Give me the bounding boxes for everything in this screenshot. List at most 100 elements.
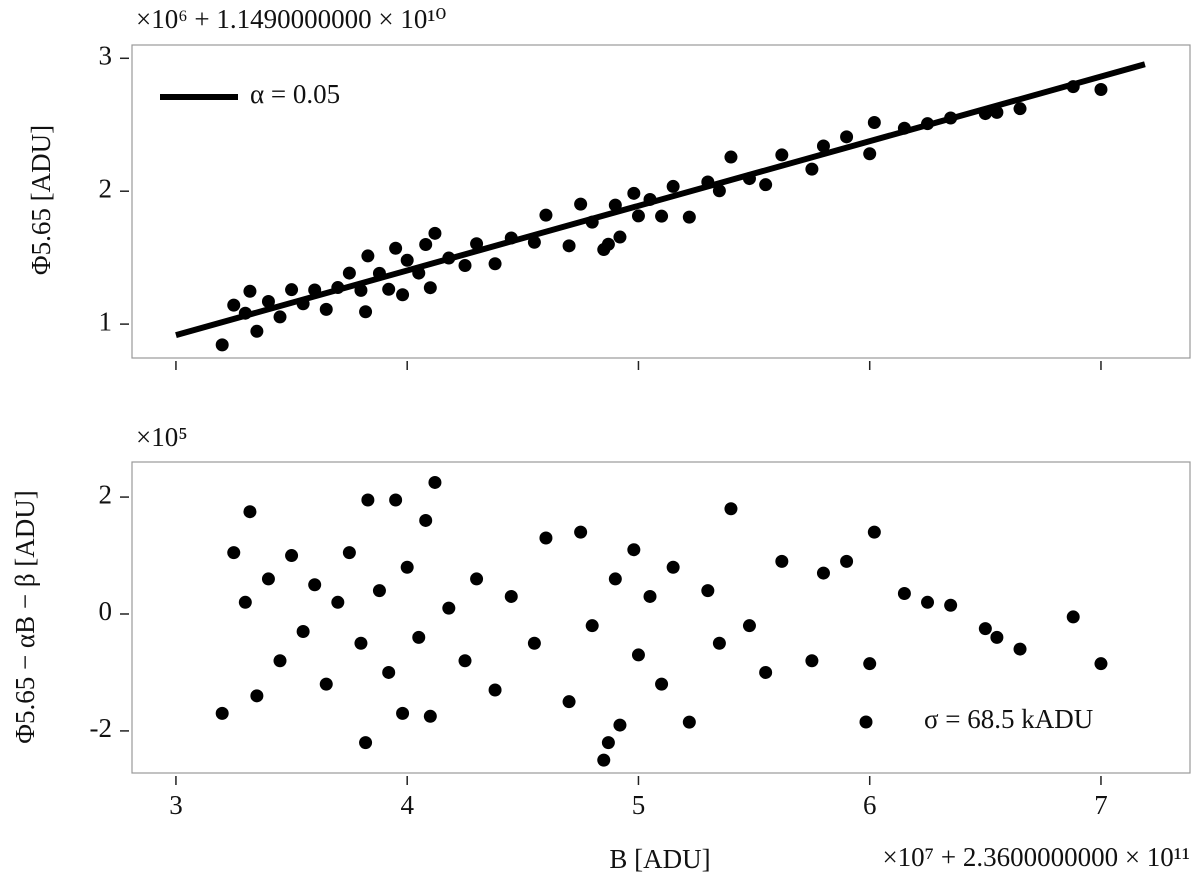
data-point xyxy=(613,718,627,732)
data-point xyxy=(613,230,627,244)
data-point xyxy=(296,625,310,639)
data-point xyxy=(921,117,935,131)
data-point xyxy=(382,282,396,296)
data-point xyxy=(682,210,696,224)
data-point xyxy=(863,147,877,161)
data-point xyxy=(238,306,252,320)
data-point xyxy=(742,619,756,633)
data-point xyxy=(488,257,502,271)
data-point xyxy=(601,237,615,251)
data-point xyxy=(574,525,588,539)
data-point xyxy=(666,179,680,193)
x-tick-label: 5 xyxy=(632,790,646,820)
data-point xyxy=(712,184,726,198)
data-point xyxy=(319,302,333,316)
data-point xyxy=(897,587,911,601)
data-point xyxy=(775,148,789,162)
x-offset-text: ×10⁷ + 2.3600000000 × 10¹¹ xyxy=(882,842,1190,872)
y-tick-label: 0 xyxy=(99,596,113,626)
data-point xyxy=(308,578,322,592)
data-point xyxy=(419,513,433,527)
data-point xyxy=(396,706,410,720)
data-point xyxy=(428,475,442,489)
data-point xyxy=(423,281,437,295)
x-tick-label: 3 xyxy=(169,790,183,820)
data-point xyxy=(562,695,576,709)
data-point xyxy=(682,715,696,729)
data-point xyxy=(863,657,877,671)
data-point xyxy=(354,283,368,297)
data-point xyxy=(238,595,252,609)
data-point xyxy=(400,253,414,267)
data-point xyxy=(458,258,472,272)
data-point xyxy=(978,622,992,636)
data-point xyxy=(488,683,502,697)
data-point xyxy=(470,237,484,251)
data-point xyxy=(389,493,403,507)
data-point xyxy=(840,130,854,144)
data-point xyxy=(775,554,789,568)
data-point xyxy=(342,546,356,560)
data-point xyxy=(701,175,715,189)
data-point xyxy=(273,654,287,668)
data-point xyxy=(243,505,257,519)
x-tick-label: 6 xyxy=(863,790,877,820)
data-point xyxy=(342,266,356,280)
data-point xyxy=(816,566,830,580)
data-point xyxy=(372,266,386,280)
data-point xyxy=(382,665,396,679)
data-point xyxy=(227,546,241,560)
data-point xyxy=(643,192,657,206)
data-point xyxy=(574,197,588,211)
x-tick-label: 4 xyxy=(400,790,414,820)
data-point xyxy=(608,198,622,212)
data-point xyxy=(428,226,442,240)
data-point xyxy=(504,231,518,245)
data-point xyxy=(250,689,264,703)
data-point xyxy=(608,572,622,586)
offset-text: ×10⁵ xyxy=(136,422,188,452)
data-point xyxy=(354,636,368,650)
data-point xyxy=(215,706,229,720)
y-tick-label: 2 xyxy=(99,173,113,203)
data-point xyxy=(759,665,773,679)
data-point xyxy=(601,736,615,750)
data-point xyxy=(631,648,645,662)
data-point xyxy=(585,215,599,229)
y-tick-label: 3 xyxy=(99,40,113,70)
y-axis-label: Φ5.65 [ADU] xyxy=(26,125,56,275)
data-point xyxy=(990,630,1004,644)
data-point xyxy=(724,502,738,516)
data-point xyxy=(1066,80,1080,94)
data-point xyxy=(296,297,310,311)
data-point xyxy=(308,283,322,297)
y-tick-label: -2 xyxy=(90,713,113,743)
data-point xyxy=(331,595,345,609)
data-point xyxy=(419,237,433,251)
data-point xyxy=(215,338,229,352)
data-point xyxy=(250,324,264,338)
data-point xyxy=(331,281,345,295)
data-point xyxy=(597,753,611,767)
data-point xyxy=(585,619,599,633)
y-tick-label: 1 xyxy=(99,306,113,336)
data-point xyxy=(742,172,756,186)
data-point xyxy=(1094,657,1108,671)
data-point xyxy=(1013,102,1027,116)
data-point xyxy=(527,235,541,249)
data-point xyxy=(359,736,373,750)
data-point xyxy=(273,310,287,324)
data-point xyxy=(442,601,456,615)
data-point xyxy=(562,239,576,253)
data-point xyxy=(867,115,881,129)
y-tick-label: 2 xyxy=(99,479,113,509)
data-point xyxy=(655,209,669,223)
data-point xyxy=(261,572,275,586)
data-point xyxy=(978,107,992,121)
data-point xyxy=(655,677,669,691)
y-axis-label: Φ5.65 − αB − β [ADU] xyxy=(10,490,40,744)
data-point xyxy=(389,241,403,255)
data-point xyxy=(539,531,553,545)
data-point xyxy=(724,150,738,164)
data-point xyxy=(627,543,641,557)
